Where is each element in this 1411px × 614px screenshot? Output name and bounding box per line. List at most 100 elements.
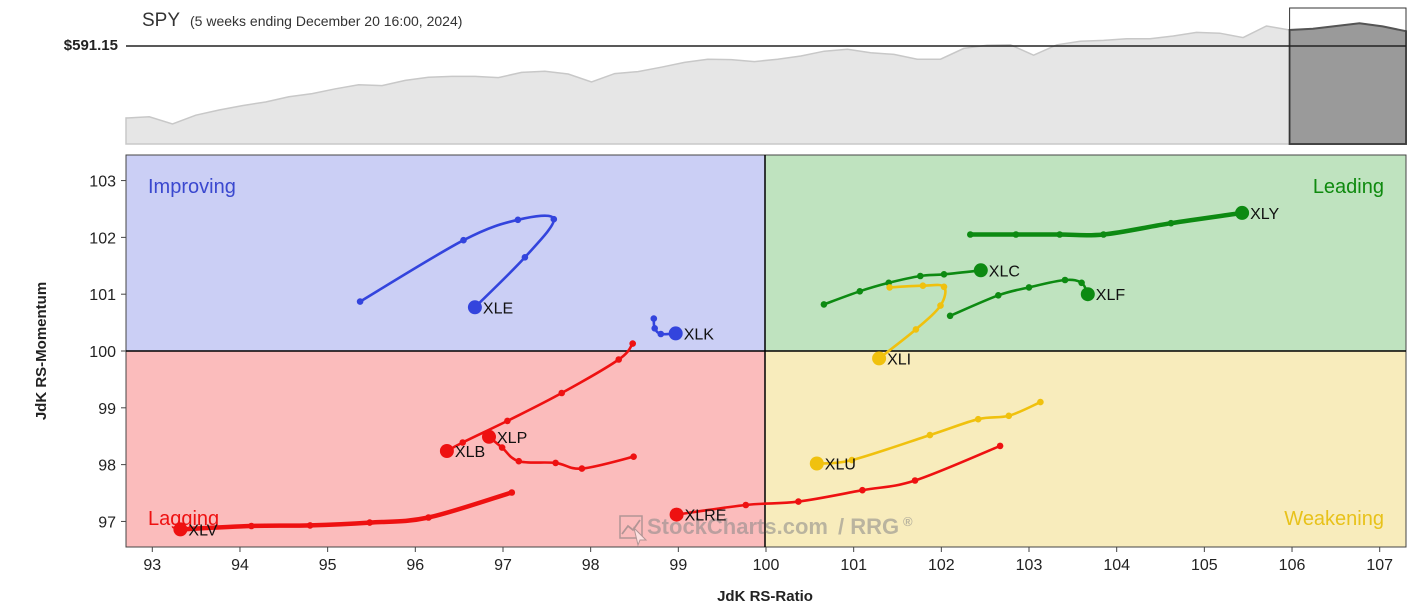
y-tick-label: 103: [89, 174, 116, 191]
series-label: XLC: [989, 263, 1020, 280]
series-point: [886, 284, 893, 291]
series-head-point: [973, 263, 988, 278]
quadrant-improving-bg: [126, 155, 765, 351]
x-tick-label: 94: [231, 557, 249, 574]
series-point: [1037, 398, 1044, 406]
y-tick-label: 100: [89, 344, 116, 361]
y-axis-label: JdK RS-Momentum: [33, 282, 50, 420]
series-point: [946, 312, 954, 320]
y-tick-label: 98: [98, 458, 116, 475]
series-point: [1061, 276, 1069, 284]
series-xlre[interactable]: XLRE: [669, 442, 1004, 525]
series-label: XLI: [887, 351, 911, 368]
series-point: [498, 444, 506, 451]
series-line: [675, 444, 1002, 516]
series-point: [1078, 279, 1085, 287]
series-point: [552, 459, 559, 467]
series-point: [514, 216, 522, 224]
series-xly[interactable]: XLY: [967, 205, 1279, 238]
series-point: [974, 415, 982, 423]
price-label: $591.15: [64, 37, 118, 54]
x-tick-label: 104: [1103, 557, 1130, 574]
x-tick-label: 103: [1016, 557, 1043, 574]
series-label: XLK: [684, 326, 715, 343]
x-tick-label: 97: [494, 557, 512, 574]
series-label: XLF: [1096, 287, 1126, 304]
series-point: [459, 439, 467, 446]
series-point: [651, 325, 658, 332]
series-point: [1056, 231, 1063, 238]
series-xlv[interactable]: XLV: [173, 489, 516, 539]
quadrant-weakening-bg: [765, 351, 1406, 547]
series-line: [652, 317, 677, 336]
series-point: [1100, 231, 1107, 238]
series-line: [358, 214, 556, 309]
x-tick-label: 101: [840, 557, 867, 574]
x-tick-label: 100: [753, 557, 780, 574]
series-point: [366, 519, 374, 526]
series-xli[interactable]: XLI: [872, 282, 948, 368]
series-point: [911, 477, 919, 484]
series-label: XLB: [455, 444, 485, 461]
series-point: [630, 453, 637, 461]
series-head-point: [669, 507, 684, 522]
series-point: [996, 442, 1004, 450]
series-point: [856, 288, 864, 295]
series-xlk[interactable]: XLK: [650, 315, 715, 343]
series-head-point: [467, 300, 482, 315]
series-point: [937, 302, 944, 309]
watermark-reg: ®: [903, 514, 913, 529]
series-point: [248, 522, 255, 530]
x-tick-label: 105: [1191, 557, 1218, 574]
series-point: [919, 282, 927, 290]
price-area-highlight: [1288, 22, 1407, 145]
series-point: [1025, 284, 1033, 291]
x-tick-label: 96: [406, 557, 424, 574]
series-label: XLRE: [685, 508, 727, 525]
series-point: [521, 253, 529, 261]
series-point: [578, 465, 586, 472]
series-head-point: [809, 456, 824, 471]
series-point: [306, 522, 314, 529]
series-point: [820, 301, 828, 308]
series-point: [508, 489, 516, 496]
series-point: [657, 330, 665, 338]
series-layer: XLE XLK XLY XLC XLF XLI XLU XLRE XLP XLB XLV: [173, 205, 1279, 539]
stockcharts-logo-icon: [619, 515, 648, 547]
series-point: [926, 431, 934, 439]
price-highlight-frame: [1289, 7, 1407, 145]
series-line: [178, 490, 515, 532]
y-axis-ticks: 103 102 101 100 99 98 97: [89, 174, 126, 531]
symbol-label: SPY: [142, 10, 180, 31]
series-point: [615, 356, 622, 363]
series-xlu[interactable]: XLU: [809, 398, 1044, 474]
x-tick-label: 106: [1279, 557, 1306, 574]
quadrant-label-weakening: Weakening: [1284, 508, 1384, 530]
series-point: [356, 298, 364, 305]
series-xlb[interactable]: XLB: [439, 340, 636, 461]
series-point: [940, 283, 948, 291]
series-point: [550, 215, 558, 223]
series-point: [504, 417, 511, 425]
series-label: XLP: [497, 430, 527, 447]
y-tick-label: 102: [89, 230, 116, 247]
series-point: [460, 236, 467, 244]
series-head-point: [173, 522, 188, 537]
quadrant-label-leading: Leading: [1313, 176, 1384, 198]
quadrant-leading-bg: [765, 155, 1406, 351]
series-point: [425, 514, 432, 521]
series-point: [917, 272, 924, 280]
series-point: [558, 389, 565, 397]
series-xlf[interactable]: XLF: [946, 276, 1126, 320]
x-tick-label: 98: [582, 557, 600, 574]
series-point: [912, 326, 920, 333]
price-panel: $591.15 SPY (5 weeks ending December 20 …: [64, 7, 1407, 145]
series-point: [1012, 231, 1020, 238]
series-xlp[interactable]: XLP: [482, 429, 637, 472]
series-xle[interactable]: XLE: [356, 214, 558, 318]
series-point: [1167, 219, 1175, 227]
quadrant-label-lagging: Lagging: [148, 508, 219, 530]
series-head-point: [668, 326, 683, 341]
series-head-point: [439, 444, 454, 458]
x-tick-label: 95: [319, 557, 337, 574]
